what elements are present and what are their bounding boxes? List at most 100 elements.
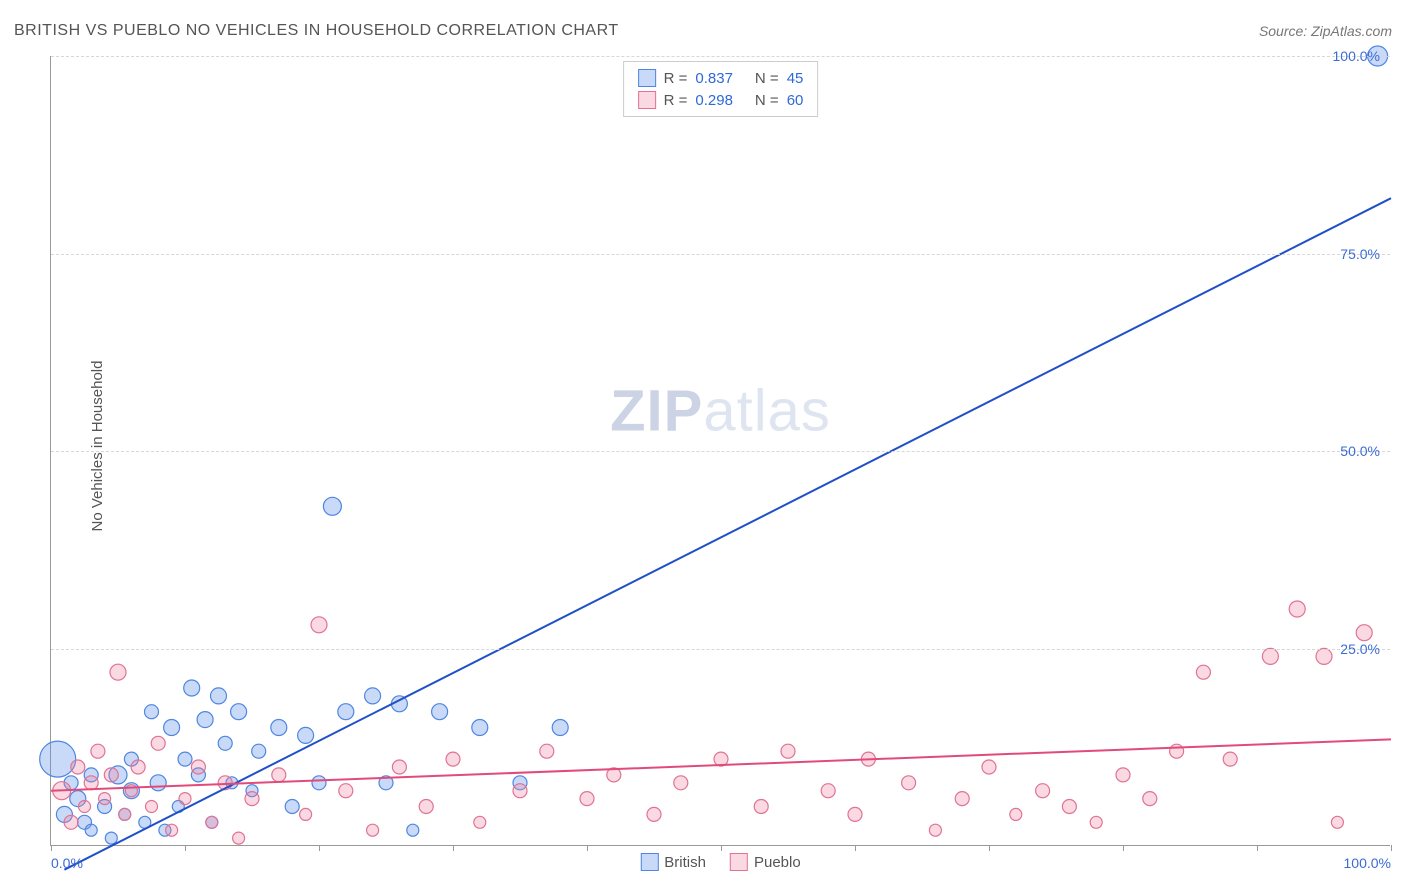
data-point [179,793,191,805]
chart-title: BRITISH VS PUEBLO NO VEHICLES IN HOUSEHO… [14,22,619,40]
data-point [821,784,835,798]
data-point [91,744,105,758]
data-point [955,792,969,806]
data-point [105,832,117,844]
data-point [71,760,85,774]
y-tick-label: 75.0% [1340,246,1380,262]
data-point [84,776,98,790]
data-point [982,760,996,774]
legend-r-value: 0.837 [695,70,733,87]
header: BRITISH VS PUEBLO NO VEHICLES IN HOUSEHO… [14,22,1392,40]
data-point [245,792,259,806]
data-point [754,800,768,814]
source-name: ZipAtlas.com [1311,23,1392,39]
data-point [781,744,795,758]
data-point [64,815,78,829]
x-tick [587,845,588,851]
data-point [407,824,419,836]
y-tick-label: 50.0% [1340,443,1380,459]
legend-swatch [638,91,656,109]
data-point [233,832,245,844]
data-point [145,705,159,719]
x-min-label: 0.0% [51,855,83,871]
legend-swatch [638,69,656,87]
data-point [298,727,314,743]
data-point [197,712,213,728]
data-point [146,801,158,813]
data-point [79,801,91,813]
data-point [184,680,200,696]
data-point [929,824,941,836]
data-point [474,816,486,828]
data-point [312,776,326,790]
data-point [206,816,218,828]
data-point [110,664,126,680]
gridline [51,56,1390,57]
data-point [513,784,527,798]
x-tick [855,845,856,851]
legend-n-label: N = [755,70,779,87]
data-point [365,688,381,704]
data-point [902,776,916,790]
trend-line [64,198,1391,870]
data-point [1062,800,1076,814]
data-point [338,704,354,720]
data-point [285,800,299,814]
data-point [131,760,145,774]
legend-item: British [640,853,706,871]
data-point [674,776,688,790]
x-max-label: 100.0% [1344,855,1391,871]
data-point [339,784,353,798]
legend-r-label: R = [664,92,688,109]
legend-row: R = 0.837N = 45 [638,67,804,89]
legend-swatch [640,853,658,871]
gridline [51,451,1390,452]
data-point [552,720,568,736]
legend-swatch [730,853,748,871]
data-point [99,793,111,805]
data-point [848,807,862,821]
data-point [150,775,166,791]
data-point [300,808,312,820]
data-point [1331,816,1343,828]
data-point [392,760,406,774]
legend-item: Pueblo [730,853,801,871]
data-point [1316,648,1332,664]
data-point [1170,744,1184,758]
data-point [1010,808,1022,820]
data-point [85,824,97,836]
data-point [271,720,287,736]
correlation-legend: R = 0.837N = 45R = 0.298N = 60 [623,61,819,117]
chart-plot-area: ZIPatlas R = 0.837N = 45R = 0.298N = 60 … [50,56,1390,846]
data-point [191,760,205,774]
data-point [1356,625,1372,641]
data-point [647,807,661,821]
x-tick [989,845,990,851]
data-point [231,704,247,720]
x-tick [319,845,320,851]
data-point [40,741,76,777]
legend-r-label: R = [664,70,688,87]
data-point [419,800,433,814]
gridline [51,254,1390,255]
data-point [311,617,327,633]
x-tick [51,845,52,851]
data-point [151,736,165,750]
data-point [540,744,554,758]
x-tick [1257,845,1258,851]
legend-n-value: 60 [787,92,804,109]
legend-series-name: Pueblo [754,854,801,871]
data-point [164,720,180,736]
x-tick [721,845,722,851]
data-point [1143,792,1157,806]
y-tick-label: 100.0% [1333,48,1380,64]
legend-series-name: British [664,854,706,871]
data-point [432,704,448,720]
data-point [1036,784,1050,798]
data-point [1196,665,1210,679]
data-point [252,744,266,758]
source-attribution: Source: ZipAtlas.com [1259,23,1392,39]
y-tick-label: 25.0% [1340,641,1380,657]
trend-line [51,739,1391,790]
source-prefix: Source: [1259,23,1311,39]
